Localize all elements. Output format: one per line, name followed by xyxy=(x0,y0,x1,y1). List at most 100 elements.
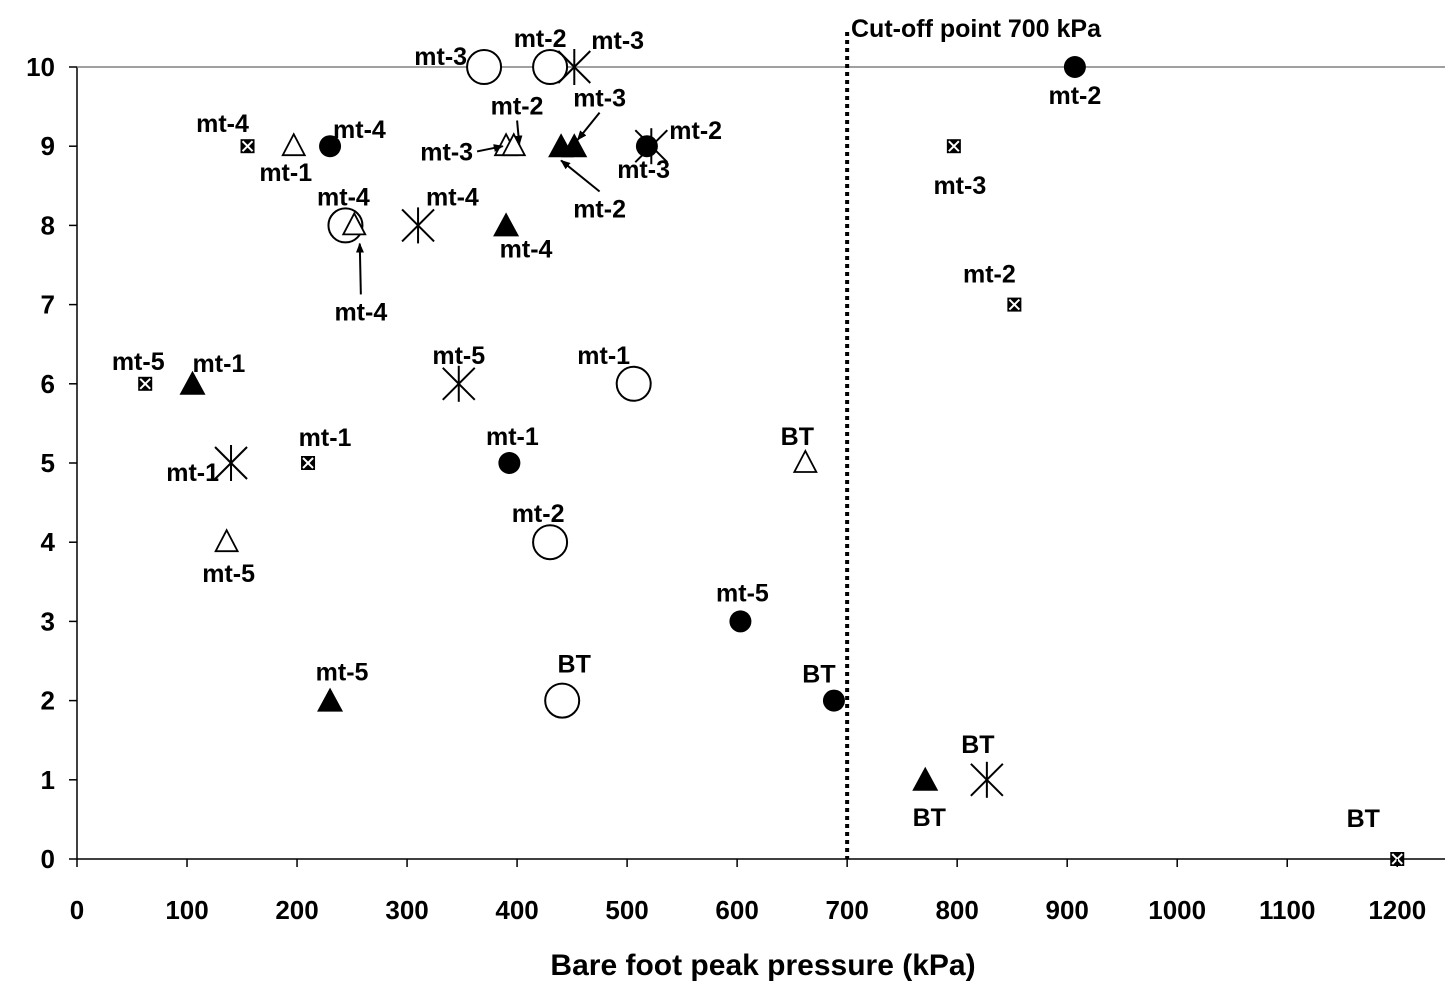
x-tick-label: 1200 xyxy=(1368,895,1426,925)
x-tick-label: 100 xyxy=(165,895,208,925)
annotation-label: mt-3 xyxy=(420,138,473,166)
asterisk-point xyxy=(557,49,591,85)
point-label: BT xyxy=(913,804,946,832)
x-tick-label: 1000 xyxy=(1148,895,1206,925)
y-tick-label: 2 xyxy=(41,686,55,716)
annotation-arrow xyxy=(355,242,364,295)
point-label: mt-4 xyxy=(426,183,479,211)
point-label: mt-1 xyxy=(486,423,539,451)
point-label: mt-1 xyxy=(577,342,630,370)
point-label: mt-4 xyxy=(500,235,553,263)
point-label: mt-5 xyxy=(716,579,769,607)
y-tick-label: 5 xyxy=(41,448,55,478)
open-circle-point xyxy=(615,365,652,402)
point-label: mt-2 xyxy=(669,117,722,145)
filled-circle-point xyxy=(319,135,342,158)
point-label: BT xyxy=(961,731,994,759)
open-triangle-point xyxy=(792,449,818,473)
annotation-label: mt-2 xyxy=(573,195,626,223)
x-axis-title: Bare foot peak pressure (kPa) xyxy=(550,949,975,982)
annotation-arrow xyxy=(576,111,601,141)
annotation-arrow xyxy=(476,144,504,153)
open-triangle-point xyxy=(214,528,240,553)
square-point xyxy=(138,376,153,391)
y-tick-label: 1 xyxy=(41,765,55,795)
point-label: mt-4 xyxy=(196,110,249,138)
square-point xyxy=(946,139,961,154)
point-label: mt-5 xyxy=(202,560,255,588)
square-point xyxy=(240,139,255,154)
open-circle-point xyxy=(466,49,503,85)
x-tick-label: 700 xyxy=(825,895,868,925)
filled-circle-point xyxy=(635,135,658,158)
point-label: mt-2 xyxy=(1048,82,1101,110)
open-triangle-point xyxy=(341,211,367,236)
asterisk-point xyxy=(214,445,248,481)
y-tick-label: 8 xyxy=(41,210,55,240)
point-label: mt-1 xyxy=(259,159,312,187)
y-tick-label: 3 xyxy=(41,606,55,636)
point-label: mt-5 xyxy=(112,348,165,376)
point-label: mt-3 xyxy=(414,43,467,71)
asterisk-point xyxy=(634,128,669,165)
point-label: mt-1 xyxy=(193,350,246,378)
open-circle-point xyxy=(532,524,569,561)
annotation-label: mt-2 xyxy=(491,93,544,121)
filled-triangle-point xyxy=(493,212,520,237)
y-tick-label: 4 xyxy=(41,527,56,557)
x-tick-label: 200 xyxy=(275,895,318,925)
annotation-label: mt-3 xyxy=(617,156,670,184)
point-label: mt-2 xyxy=(514,25,567,53)
square-point xyxy=(1007,297,1022,312)
asterisk-point xyxy=(401,207,435,244)
point-label: mt-2 xyxy=(512,500,565,528)
x-tick-label: 900 xyxy=(1045,895,1088,925)
x-tick-label: 400 xyxy=(495,895,538,925)
x-tick-label: 300 xyxy=(385,895,428,925)
point-label: mt-4 xyxy=(333,116,386,144)
open-circle-point xyxy=(532,49,569,85)
open-circle-point xyxy=(544,682,581,719)
x-tick-label: 1100 xyxy=(1259,895,1315,925)
point-label: mt-3 xyxy=(591,27,644,55)
filled-circle-point xyxy=(1063,56,1086,78)
filled-circle-point xyxy=(729,610,752,633)
axis-ticks: 0 100 200 300 400 500 600 700 800 900 1000 1100 1200… xyxy=(26,52,1426,925)
point-label: mt-5 xyxy=(432,342,485,370)
open-triangle-point xyxy=(281,132,307,157)
filled-circle-point xyxy=(498,452,521,474)
y-tick-label: 6 xyxy=(41,369,55,399)
y-tick-label: 10 xyxy=(26,52,55,82)
x-tick-label: 600 xyxy=(715,895,758,925)
point-label: mt-3 xyxy=(933,172,986,200)
asterisk-point xyxy=(970,761,1004,798)
point-label: mt-1 xyxy=(166,459,219,487)
y-tick-label: 9 xyxy=(41,131,55,161)
y-tick-label: 7 xyxy=(41,290,55,320)
point-label: mt-5 xyxy=(316,659,369,687)
annotation-label: mt-4 xyxy=(334,298,387,326)
point-label: BT xyxy=(781,423,814,451)
annotation-arrow xyxy=(514,120,523,146)
data-points xyxy=(138,49,1405,866)
asterisk-point xyxy=(442,365,476,402)
x-tick-label: 500 xyxy=(605,895,648,925)
filled-circle-point xyxy=(822,689,845,712)
point-label: mt-2 xyxy=(963,261,1016,289)
cutoff-label: Cut-off point 700 kPa xyxy=(851,15,1102,43)
annotation-arrow xyxy=(560,159,601,193)
y-tick-label: 0 xyxy=(41,844,55,874)
point-label: mt-1 xyxy=(299,424,352,452)
annotation-label: mt-3 xyxy=(573,85,626,113)
filled-triangle-point xyxy=(179,370,206,395)
point-label: BT xyxy=(802,661,835,689)
x-tick-label: 800 xyxy=(935,895,978,925)
point-label: BT xyxy=(558,651,591,679)
point-labels: mt-2 mt-4 mt-1 mt-5 BT mt-3 mt-2 mt-4 mt-1 mt-2 BT… xyxy=(112,25,1380,833)
point-label: BT xyxy=(1347,805,1380,833)
square-point xyxy=(301,456,316,470)
filled-triangle-point xyxy=(912,766,939,791)
x-tick-label: 0 xyxy=(70,895,84,925)
filled-triangle-point xyxy=(317,687,344,712)
